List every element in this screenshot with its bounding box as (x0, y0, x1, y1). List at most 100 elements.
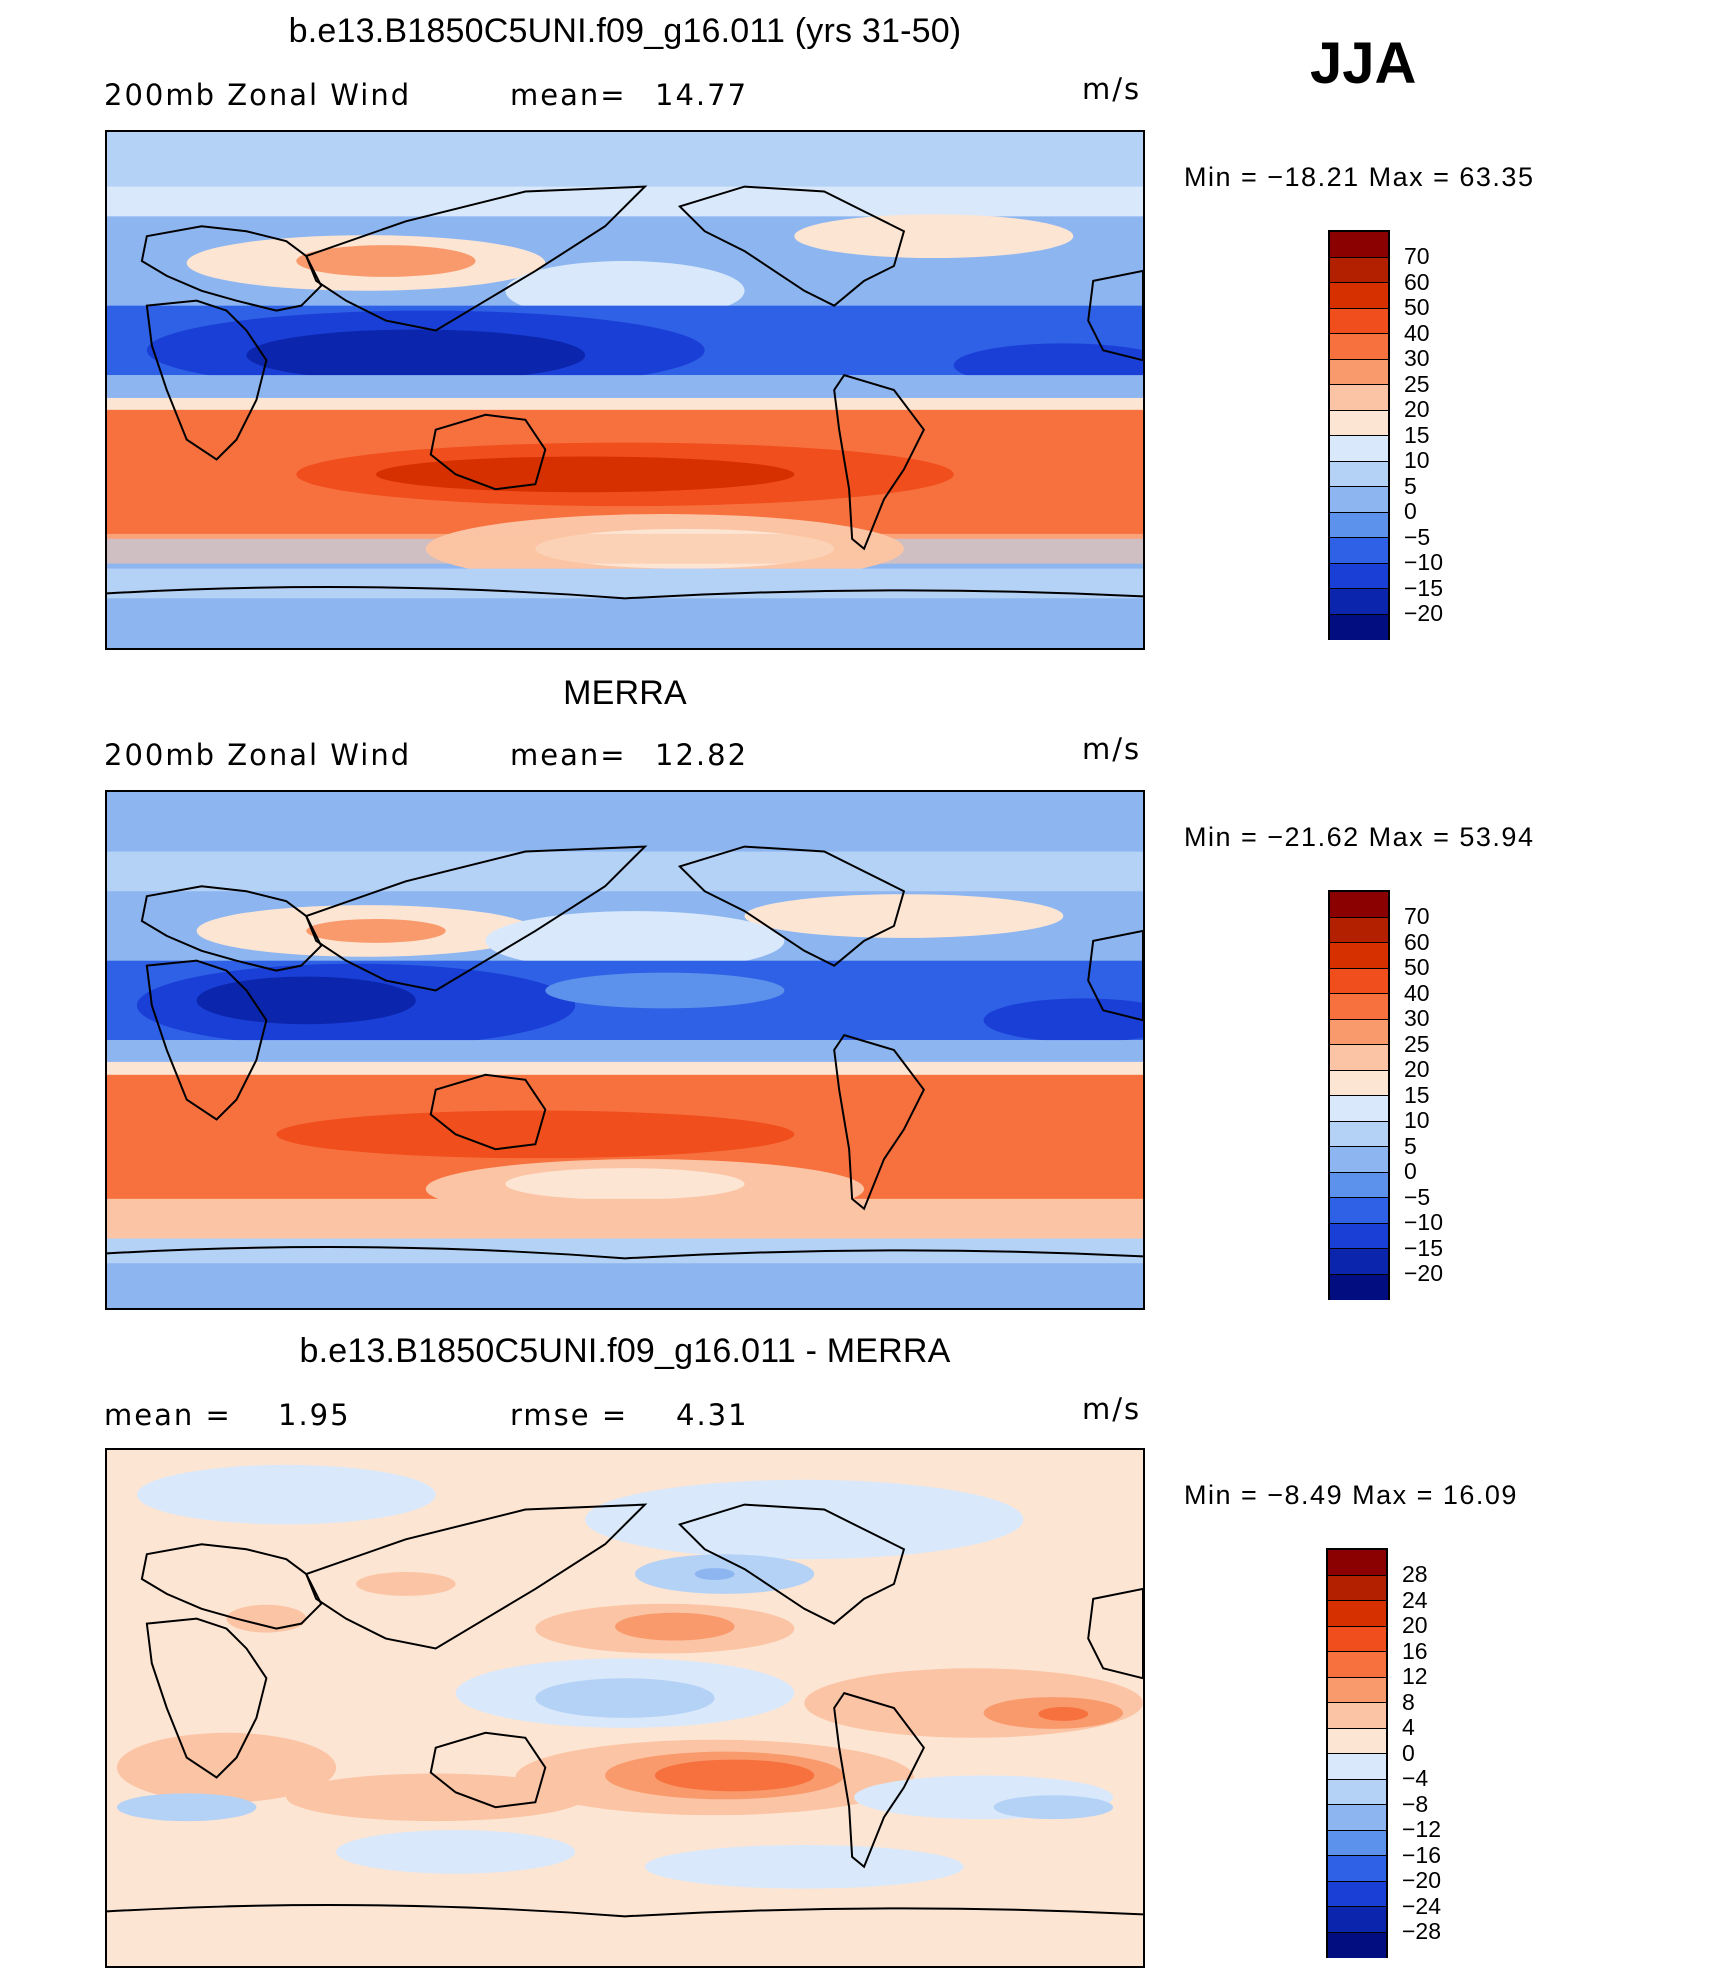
colorbar-tick-label: 0 (1404, 1158, 1417, 1184)
colorbar-swatch (1328, 1881, 1386, 1907)
colorbar-tick-label: 12 (1402, 1663, 1428, 1689)
colorbar-swatch (1328, 1703, 1386, 1729)
colorbar-swatch (1328, 1805, 1386, 1831)
panel-1-map-canvas (107, 132, 1143, 648)
colorbar-tick-label: 15 (1404, 1081, 1430, 1108)
colorbar-swatch (1330, 1045, 1388, 1071)
colorbar-swatch (1330, 538, 1388, 564)
colorbar-tick-label: −24 (1402, 1892, 1442, 1919)
panel-3-rmse-label: rmse = (510, 1398, 629, 1432)
colorbar-swatch (1330, 917, 1388, 943)
colorbar-swatch (1330, 1249, 1388, 1275)
colorbar-tick-label: 16 (1402, 1637, 1428, 1664)
colorbar-swatch (1328, 1856, 1386, 1882)
colorbar-swatch (1328, 1652, 1386, 1678)
colorbar-swatch (1330, 1274, 1388, 1300)
colorbar-tick-label: −20 (1404, 1260, 1444, 1286)
colorbar-tick-label: 10 (1404, 447, 1430, 473)
colorbar-tick-label: 0 (1402, 1739, 1415, 1766)
panel-3-mean-value: 1.95 (278, 1398, 351, 1432)
panel-1-map (105, 130, 1145, 650)
colorbar-tick-label: 25 (1404, 370, 1430, 397)
colorbar-swatch (1330, 994, 1388, 1020)
colorbar-swatch (1330, 1019, 1388, 1045)
panel-1-title: b.e13.B1850C5UNI.f09_g16.011 (yrs 31-50) (288, 12, 962, 50)
colorbar-swatch (1330, 1172, 1388, 1198)
colorbar-tick-label: −8 (1402, 1790, 1429, 1817)
panel-3-units: m/s (1082, 1392, 1142, 1426)
colorbar-tick-label: 70 (1404, 903, 1430, 929)
colorbar-swatch (1330, 232, 1388, 258)
colorbar-tick-label: −15 (1404, 1234, 1444, 1261)
panel-1-colorbar (1328, 230, 1390, 640)
colorbar-tick-label: −4 (1402, 1765, 1429, 1791)
colorbar-swatch (1328, 1907, 1386, 1933)
colorbar-swatch (1330, 283, 1388, 309)
panel-2-min-max: Min = −21.62 Max = 53.94 (1184, 822, 1535, 852)
colorbar-swatch (1330, 359, 1388, 385)
colorbar-tick-label: 60 (1404, 268, 1430, 295)
colorbar-swatch (1330, 968, 1388, 994)
colorbar-swatch (1330, 461, 1388, 487)
colorbar-tick-label: −15 (1404, 574, 1444, 601)
colorbar-swatch (1330, 1070, 1388, 1096)
panel-3-title: b.e13.B1850C5UNI.f09_g16.011 - MERRA (299, 1332, 951, 1370)
colorbar-tick-label: 28 (1402, 1561, 1428, 1587)
colorbar-tick-label: 30 (1404, 345, 1430, 371)
colorbar-swatch (1328, 1779, 1386, 1805)
colorbar-tick-label: 20 (1404, 396, 1430, 422)
panel-3-map (105, 1448, 1145, 1968)
panel-3-colorbar-labels: 28 24 20 16 12 8 4 0 −4 −8 −12 −16 −20 −… (1402, 1561, 1442, 1945)
panel-3-map-canvas (107, 1450, 1143, 1966)
colorbar-tick-label: −20 (1402, 1867, 1442, 1893)
panel-3-mean-label: mean = (104, 1398, 232, 1432)
colorbar-tick-label: 40 (1404, 979, 1430, 1006)
panel-1-mean-label: mean= (510, 78, 627, 112)
colorbar-tick-label: 5 (1404, 1132, 1417, 1159)
colorbar-swatch (1330, 563, 1388, 589)
colorbar-tick-label: 70 (1404, 243, 1430, 269)
colorbar-tick-label: −28 (1402, 1918, 1442, 1944)
colorbar-tick-label: 10 (1404, 1107, 1430, 1133)
colorbar-swatch (1330, 614, 1388, 640)
panel-1-units: m/s (1082, 72, 1142, 106)
colorbar-tick-label: 50 (1404, 954, 1430, 980)
panel-2-variable-label: 200mb Zonal Wind (104, 738, 412, 772)
panel-3-rmse-value: 4.31 (676, 1398, 749, 1432)
colorbar-swatch (1330, 410, 1388, 436)
colorbar-swatch (1330, 512, 1388, 538)
colorbar-tick-label: −20 (1404, 600, 1444, 626)
colorbar-swatch (1328, 1932, 1386, 1958)
colorbar-swatch (1328, 1754, 1386, 1780)
colorbar-swatch (1328, 1601, 1386, 1627)
panel-2-map (105, 790, 1145, 1310)
colorbar-tick-label: −10 (1404, 1209, 1444, 1235)
colorbar-swatch (1330, 589, 1388, 615)
colorbar-swatch (1330, 436, 1388, 462)
colorbar-swatch (1330, 1198, 1388, 1224)
colorbar-tick-label: 60 (1404, 928, 1430, 955)
colorbar-tick-label: 0 (1404, 498, 1417, 524)
colorbar-tick-label: −5 (1404, 523, 1431, 550)
season-label: JJA (1310, 31, 1417, 96)
colorbar-swatch (1328, 1550, 1386, 1576)
colorbar-swatch (1330, 1096, 1388, 1122)
colorbar-tick-label: 5 (1404, 472, 1417, 499)
colorbar-tick-label: −16 (1402, 1841, 1442, 1868)
panel-3-colorbar (1326, 1548, 1388, 1958)
colorbar-swatch (1330, 385, 1388, 411)
colorbar-swatch (1330, 334, 1388, 360)
colorbar-swatch (1328, 1626, 1386, 1652)
colorbar-tick-label: 20 (1404, 1056, 1430, 1082)
colorbar-tick-label: 8 (1402, 1688, 1415, 1715)
panel-1-variable-label: 200mb Zonal Wind (104, 78, 412, 112)
panel-1-colorbar-labels: 70 60 50 40 30 25 20 15 10 5 0 −5 −10 −1… (1404, 243, 1444, 627)
colorbar-swatch (1330, 1147, 1388, 1173)
colorbar-swatch (1330, 1121, 1388, 1147)
panel-2-colorbar (1328, 890, 1390, 1300)
colorbar-swatch (1328, 1677, 1386, 1703)
panel-2-map-canvas (107, 792, 1143, 1308)
colorbar-tick-label: 25 (1404, 1030, 1430, 1057)
colorbar-tick-label: 50 (1404, 294, 1430, 320)
colorbar-swatch (1330, 892, 1388, 918)
